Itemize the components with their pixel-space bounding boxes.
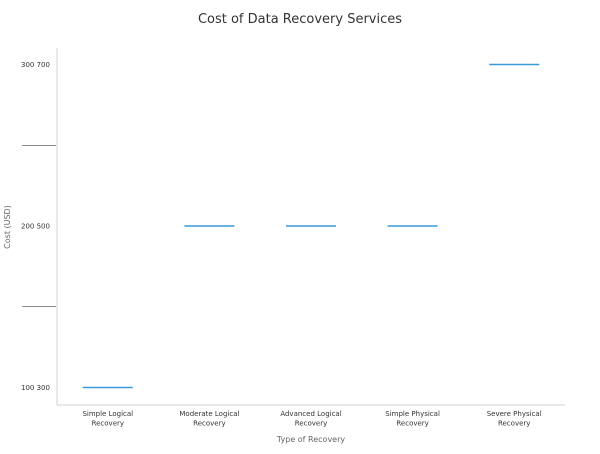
y-tick-label: 100 300 — [21, 384, 50, 392]
x-tick-label: Moderate Logical Recovery — [179, 410, 239, 428]
x-ticks: Simple Logical Recovery Moderate Logical Re… — [82, 410, 541, 428]
box-marks — [82, 63, 540, 389]
x-tick-label: Advanced Logical Recovery — [280, 410, 341, 428]
x-tick-label: Simple Logical Recovery — [82, 410, 133, 428]
chart-title: Cost of Data Recovery Services — [198, 12, 402, 27]
x-tick-label: Simple Physical Recovery — [385, 410, 440, 428]
y-ticks: 100 300 200 500 300 700 — [21, 61, 50, 392]
y-tick-label: 300 700 — [21, 61, 50, 69]
y-axis-title: Cost (USD) — [3, 205, 12, 249]
y-tick-label: 200 500 — [21, 223, 50, 231]
x-axis-title: Type of Recovery — [276, 435, 346, 444]
x-tick-label: Severe Physical Recovery — [487, 410, 542, 428]
